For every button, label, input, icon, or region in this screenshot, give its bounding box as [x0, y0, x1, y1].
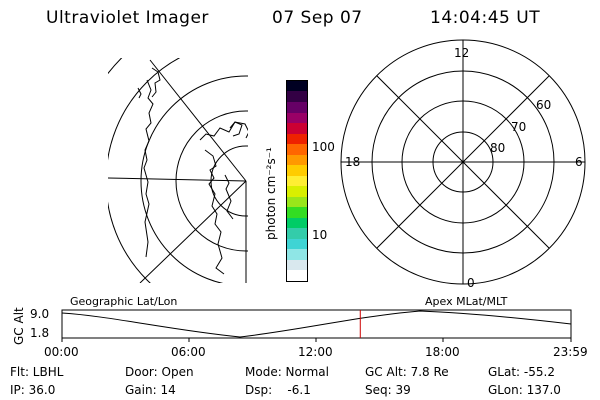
altitude-ytick-high: 9.0 — [30, 307, 50, 321]
colorbar-segment — [287, 123, 307, 134]
colorbar-segment — [287, 80, 307, 92]
geographic-label: Geographic Lat/Lon — [70, 295, 178, 308]
ip-status: IP: 36.0 — [10, 383, 56, 397]
instrument-title: Ultraviolet Imager — [46, 8, 209, 28]
colorbar-segment — [287, 186, 307, 197]
dsp-status: Dsp: -6.1 — [245, 383, 311, 397]
colorbar-segment — [287, 112, 307, 124]
filter-status: Flt: LBHL — [10, 365, 64, 379]
header-date: 07 Sep 07 — [272, 8, 363, 28]
colorbar-segment — [287, 196, 307, 208]
colorbar-tick-100: 100 — [312, 140, 335, 154]
header-time: 14:04:45 UT — [430, 8, 541, 28]
door-status: Door: Open — [125, 365, 194, 379]
colorbar-tick-10: 10 — [312, 228, 328, 242]
xtick-2359: 23:59 — [553, 345, 588, 359]
mlt-label-18: 18 — [345, 155, 361, 169]
colorbar-segment — [287, 238, 307, 250]
seq-status: Seq: 39 — [365, 383, 411, 397]
gc-alt-status: GC Alt: 7.8 Re — [365, 365, 449, 379]
xtick-1800: 18:00 — [425, 345, 460, 359]
xtick-0600: 06:00 — [171, 345, 206, 359]
lat-label-80: 80 — [490, 141, 506, 155]
mlt-label-6: 6 — [575, 155, 583, 169]
colorbar-segment — [287, 228, 307, 239]
colorbar-segment — [287, 133, 307, 145]
altitude-ylabel: GC Alt — [12, 307, 26, 345]
mlt-label-0: 0 — [467, 276, 475, 290]
colorbar-segment — [287, 101, 307, 113]
colorbar-segment — [287, 91, 307, 102]
xtick-1200: 12:00 — [298, 345, 333, 359]
colorbar-segment — [287, 165, 307, 176]
xtick-0000: 00:00 — [44, 345, 79, 359]
mode-status: Mode: Normal — [245, 365, 329, 379]
altitude-ytick-low: 1.8 — [30, 326, 50, 340]
apex-label: Apex MLat/MLT — [425, 295, 508, 308]
colorbar-segment — [287, 217, 307, 229]
colorbar-segment — [287, 154, 307, 166]
colorbar-unit-label: photon cm⁻²s⁻¹ — [264, 147, 278, 240]
glat-status: GLat: -55.2 — [488, 365, 555, 379]
colorbar-segment — [287, 259, 307, 271]
color-scale-bar — [286, 80, 308, 282]
colorbar-segment — [287, 207, 307, 218]
colorbar-segment — [287, 249, 307, 260]
colorbar-segment — [287, 270, 307, 281]
mlt-polar-plot — [340, 39, 586, 285]
lat-label-70: 70 — [511, 120, 527, 134]
colorbar-segment — [287, 144, 307, 155]
lat-label-60: 60 — [536, 98, 552, 112]
gain-status: Gain: 14 — [125, 383, 176, 397]
mlt-label-12: 12 — [454, 46, 470, 60]
glon-status: GLon: 137.0 — [488, 383, 561, 397]
altitude-plot — [61, 309, 572, 342]
colorbar-segment — [287, 175, 307, 187]
